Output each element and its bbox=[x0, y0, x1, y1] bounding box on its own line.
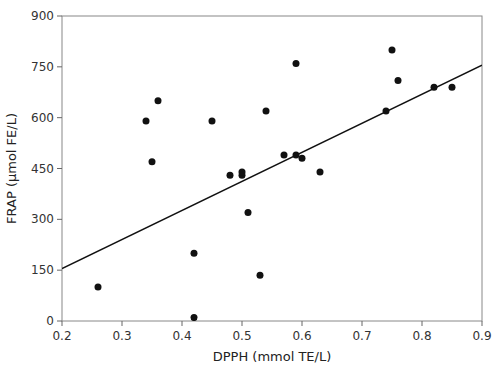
y-tick bbox=[57, 168, 62, 169]
y-tick bbox=[57, 219, 62, 220]
scatter-point bbox=[431, 84, 438, 91]
chart: 0.2 0.3 0.4 0.5 0.6 0.7 0.8 0.9 0 150 300 450 600 750… bbox=[0, 0, 500, 373]
x-tick bbox=[182, 321, 183, 326]
x-tick-label: 0.7 bbox=[352, 329, 371, 343]
scatter-point bbox=[383, 107, 390, 114]
y-tick bbox=[57, 117, 62, 118]
scatter-point bbox=[143, 118, 150, 125]
y-tick bbox=[57, 270, 62, 271]
scatter-point bbox=[317, 168, 324, 175]
y-tick-label: 750 bbox=[31, 60, 54, 74]
axes: 0.2 0.3 0.4 0.5 0.6 0.7 0.8 0.9 0 150 300 450 600 750… bbox=[31, 9, 491, 343]
x-tick bbox=[422, 321, 423, 326]
y-tick-label: 150 bbox=[31, 263, 54, 277]
y-tick bbox=[57, 321, 62, 322]
y-tick-label: 0 bbox=[46, 314, 54, 328]
y-tick-label: 450 bbox=[31, 162, 54, 176]
x-tick bbox=[122, 321, 123, 326]
scatter-point bbox=[209, 118, 216, 125]
x-tick-label: 0.6 bbox=[292, 329, 311, 343]
scatter-point bbox=[155, 97, 162, 104]
scatter-point bbox=[389, 46, 396, 53]
scatter-point bbox=[293, 60, 300, 67]
scatter-point bbox=[257, 272, 264, 279]
y-tick-label: 300 bbox=[31, 212, 54, 226]
x-tick-label: 0.2 bbox=[52, 329, 71, 343]
x-tick bbox=[242, 321, 243, 326]
x-tick bbox=[362, 321, 363, 326]
scatter-point bbox=[149, 158, 156, 165]
y-axis-label: FRAP (μmol FE/L) bbox=[4, 113, 19, 224]
scatter-point bbox=[281, 151, 288, 158]
x-tick-label: 0.5 bbox=[232, 329, 251, 343]
x-axis-label: DPPH (mmol TE/L) bbox=[213, 349, 332, 364]
regression-line bbox=[62, 65, 482, 268]
scatter-point bbox=[293, 151, 300, 158]
x-tick-label: 0.4 bbox=[172, 329, 191, 343]
x-tick bbox=[482, 321, 483, 326]
x-tick bbox=[62, 321, 63, 326]
scatter-point bbox=[239, 168, 246, 175]
scatter-point bbox=[191, 250, 198, 257]
y-tick-label: 600 bbox=[31, 111, 54, 125]
y-tick bbox=[57, 66, 62, 67]
plot-area bbox=[62, 46, 482, 321]
x-tick-label: 0.9 bbox=[472, 329, 491, 343]
y-tick bbox=[57, 16, 62, 17]
x-tick-label: 0.3 bbox=[112, 329, 131, 343]
plot-frame bbox=[62, 16, 482, 321]
scatter-point bbox=[299, 155, 306, 162]
x-tick-label: 0.8 bbox=[412, 329, 431, 343]
y-tick-label: 900 bbox=[31, 9, 54, 23]
scatter-point bbox=[227, 172, 234, 179]
scatter-point bbox=[449, 84, 456, 91]
scatter-point bbox=[95, 284, 102, 291]
scatter-point bbox=[191, 314, 198, 321]
scatter-point bbox=[245, 209, 252, 216]
x-tick bbox=[302, 321, 303, 326]
scatter-point bbox=[395, 77, 402, 84]
scatter-point bbox=[263, 107, 270, 114]
